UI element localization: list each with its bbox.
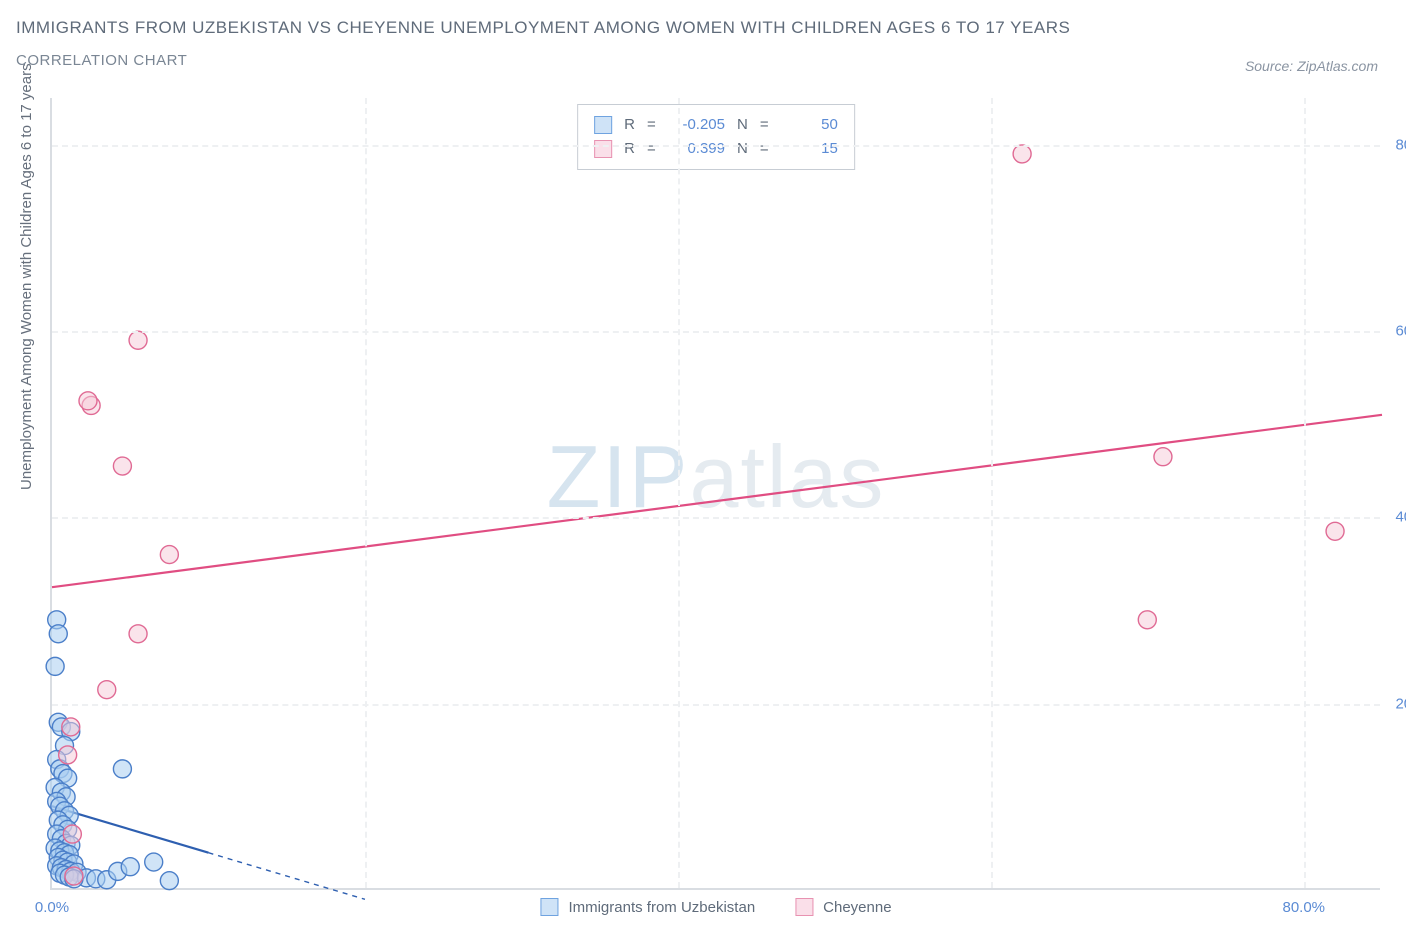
legend-stat-row: R=0.399N=15 — [594, 137, 838, 161]
legend-swatch — [594, 140, 612, 158]
data-point — [113, 760, 131, 778]
data-point — [1138, 611, 1156, 629]
data-point — [160, 546, 178, 564]
y-tick-label: 80.0% — [1395, 136, 1406, 153]
trend-line-extension — [208, 853, 364, 900]
gridline-horizontal — [52, 145, 1380, 147]
data-point — [62, 718, 80, 736]
x-tick-label: 0.0% — [35, 899, 69, 916]
legend-equals: = — [647, 137, 659, 161]
gridline-horizontal — [52, 331, 1380, 333]
data-point — [121, 858, 139, 876]
data-point — [1013, 145, 1031, 163]
data-point — [63, 825, 81, 843]
gridline-vertical — [678, 98, 680, 888]
legend-n-label: N — [737, 113, 748, 137]
legend-series: Immigrants from Uzbekistan Cheyenne — [540, 898, 891, 916]
legend-equals: = — [760, 137, 772, 161]
legend-swatch — [540, 898, 558, 916]
legend-r-label: R — [624, 113, 635, 137]
legend-equals: = — [647, 113, 659, 137]
data-point — [49, 625, 67, 643]
data-point — [129, 331, 147, 349]
gridline-vertical — [365, 98, 367, 888]
legend-series-label: Cheyenne — [823, 899, 891, 916]
correlation-chart: ZIPatlas R=-0.205N=50R=0.399N=15 Immigra… — [50, 98, 1380, 890]
legend-r-label: R — [624, 137, 635, 161]
data-point — [129, 625, 147, 643]
gridline-horizontal — [52, 704, 1380, 706]
legend-stats: R=-0.205N=50R=0.399N=15 — [577, 104, 855, 170]
legend-series-label: Immigrants from Uzbekistan — [568, 899, 755, 916]
y-tick-label: 20.0% — [1395, 695, 1406, 712]
trend-line — [52, 415, 1382, 587]
legend-series-item: Cheyenne — [795, 898, 891, 916]
data-point — [79, 392, 97, 410]
data-point — [98, 681, 116, 699]
data-point — [160, 872, 178, 890]
data-point — [46, 657, 64, 675]
legend-equals: = — [760, 113, 772, 137]
data-point — [1154, 448, 1172, 466]
plot-svg — [52, 98, 1380, 888]
y-axis-label: Unemployment Among Women with Children A… — [18, 63, 35, 490]
legend-series-item: Immigrants from Uzbekistan — [540, 898, 755, 916]
gridline-horizontal — [52, 517, 1380, 519]
legend-swatch — [594, 116, 612, 134]
page-subtitle: CORRELATION CHART — [16, 52, 1070, 69]
legend-n-value: 15 — [784, 137, 838, 161]
legend-n-label: N — [737, 137, 748, 161]
data-point — [113, 457, 131, 475]
data-point — [65, 867, 83, 885]
y-tick-label: 40.0% — [1395, 509, 1406, 526]
source-attribution: Source: ZipAtlas.com — [1245, 58, 1378, 74]
gridline-vertical — [991, 98, 993, 888]
y-tick-label: 60.0% — [1395, 322, 1406, 339]
gridline-vertical — [1304, 98, 1306, 888]
legend-stat-row: R=-0.205N=50 — [594, 113, 838, 137]
page-title: IMMIGRANTS FROM UZBEKISTAN VS CHEYENNE U… — [16, 18, 1070, 38]
data-point — [145, 853, 163, 871]
x-tick-label: 80.0% — [1282, 899, 1325, 916]
legend-n-value: 50 — [784, 113, 838, 137]
legend-swatch — [795, 898, 813, 916]
data-point — [1326, 522, 1344, 540]
data-point — [59, 746, 77, 764]
